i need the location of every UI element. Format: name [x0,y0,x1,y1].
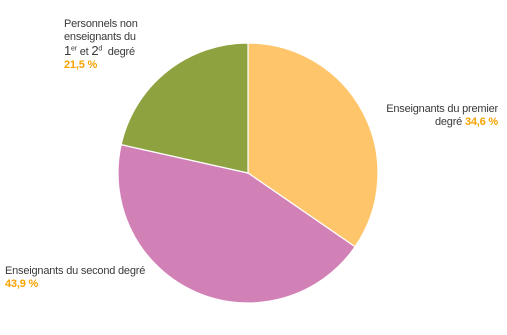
label-non-ens-line1: Personnels non [64,18,138,30]
value-premier-degre: 34,6 % [464,116,498,128]
pie-slices [117,42,379,304]
label-enseignants-premier-degre: Enseignants du premier degré 34,6 % [360,103,498,129]
pie-slice-2 [117,143,356,304]
pie-slice-3 [120,42,249,174]
value-second-degre: 43,9 % [5,278,39,290]
value-personnels-non-enseignants: 21,5 % [64,59,98,71]
label-non-ens-line2: enseignants du [64,31,136,43]
label-premier-line1: Enseignants du premier [386,103,498,115]
label-second-line1: Enseignants du second degré [5,265,146,277]
label-premier-line2: degré [434,116,463,128]
pie-slice-1 [247,42,379,248]
label-enseignants-second-degre: Enseignants du second degré 43,9 % [5,265,145,291]
label-personnels-non-enseignants: Personnels non enseignants du 1er et 2d … [64,18,164,72]
label-non-ens-line3: 1er et 2d degré [64,43,135,58]
